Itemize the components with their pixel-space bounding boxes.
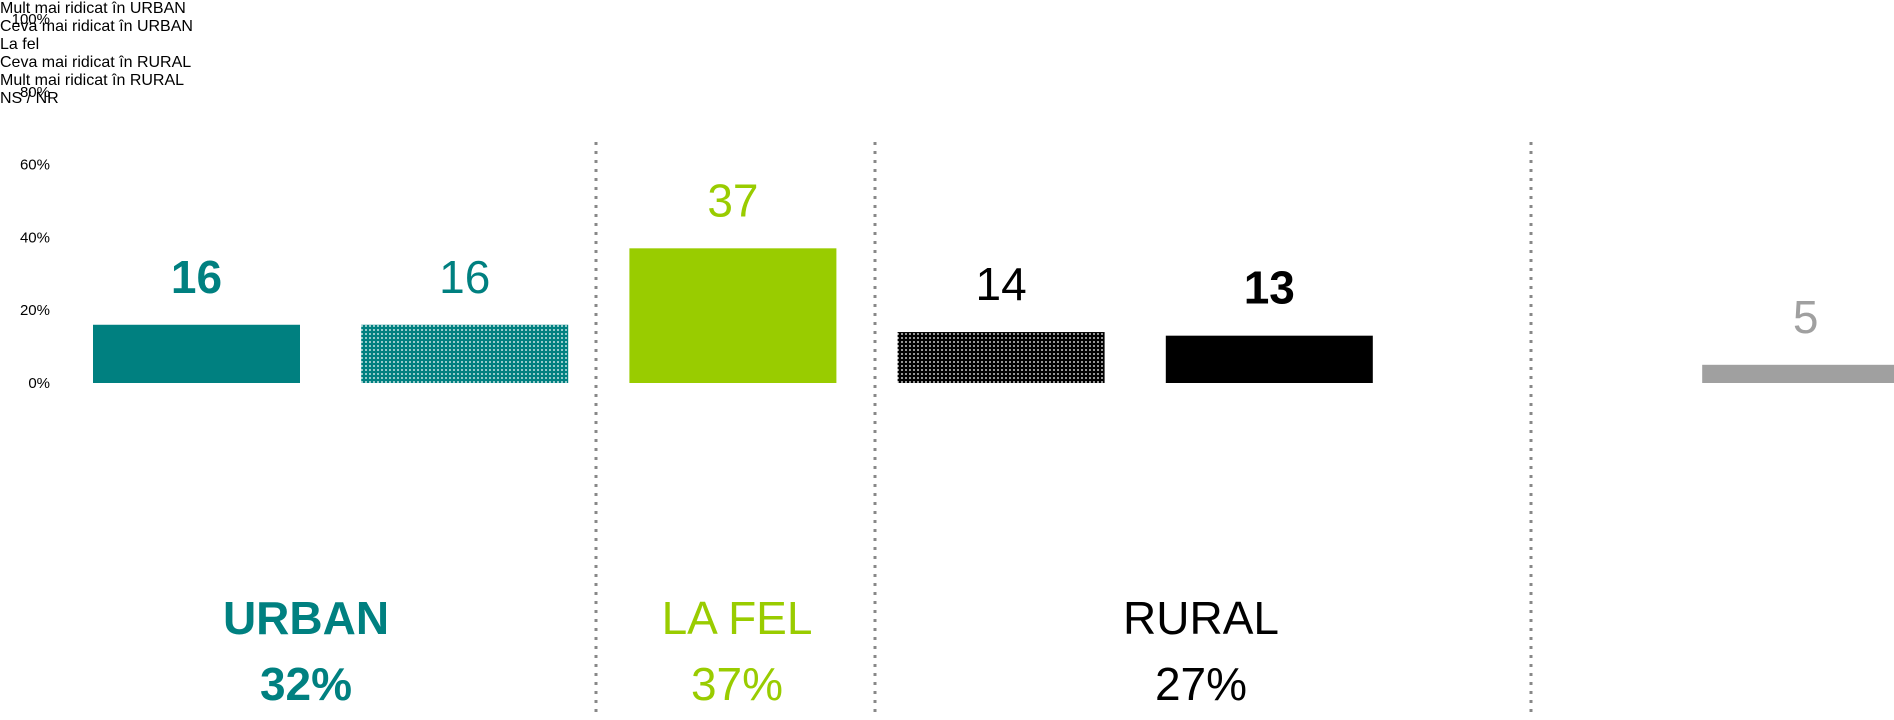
y-tick-label: 60% — [20, 157, 50, 174]
bar — [1165, 335, 1373, 383]
y-tick-label: 20% — [20, 302, 50, 319]
value-label: 13 — [1244, 262, 1295, 314]
y-tick-label: 0% — [28, 375, 50, 392]
category-label: NS / NR — [0, 90, 59, 107]
group-title: LA FEL — [662, 592, 813, 644]
group-share: 32% — [260, 658, 352, 710]
group-title: URBAN — [223, 592, 389, 644]
category-label: Mult mai ridicat în URBAN — [0, 0, 186, 17]
value-label: 37 — [707, 174, 758, 226]
bar — [361, 324, 569, 383]
bar — [897, 332, 1105, 383]
group-title: RURAL — [1123, 592, 1279, 644]
y-tick-label: 80% — [20, 84, 50, 101]
value-label: 16 — [171, 251, 222, 303]
category-label: Ceva mai ridicat în RURAL — [0, 54, 192, 71]
y-tick-label: 100% — [12, 11, 50, 28]
value-label: 16 — [439, 251, 490, 303]
category-label: Mult mai ridicat în RURAL — [0, 72, 185, 89]
bar — [1702, 364, 1894, 383]
category-label: La fel — [0, 36, 40, 53]
y-tick-label: 40% — [20, 229, 50, 246]
value-label: 5 — [1793, 291, 1819, 343]
bar — [629, 248, 837, 383]
bar — [93, 324, 300, 383]
group-share: 27% — [1155, 658, 1247, 710]
group-share: 37% — [691, 658, 783, 710]
category-label: Ceva mai ridicat în URBAN — [0, 18, 193, 35]
value-label: 14 — [976, 258, 1027, 310]
